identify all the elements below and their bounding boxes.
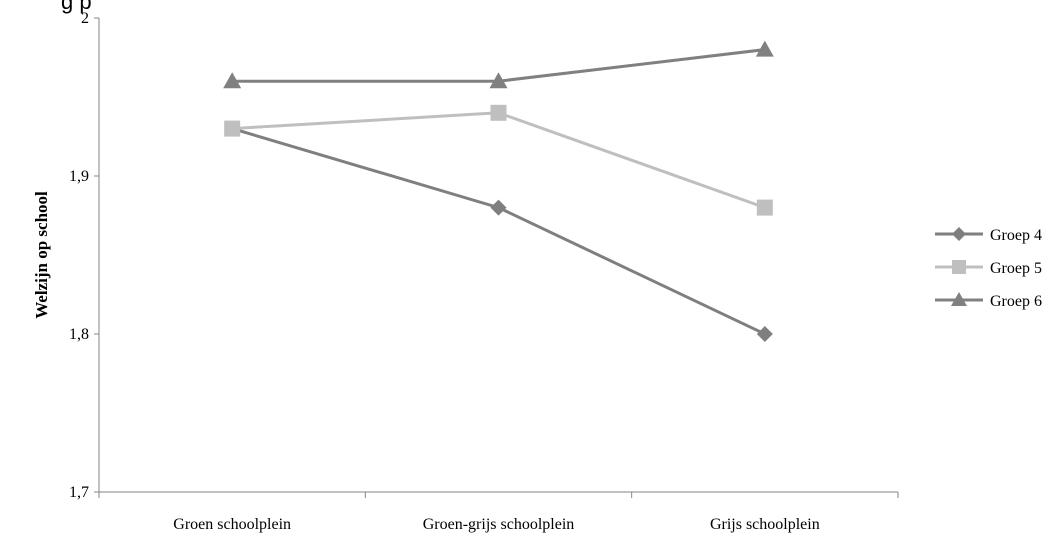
series-group [223,40,774,342]
y-axis-label: Welzijn op school [32,191,51,319]
header-fragment: g p [61,0,92,14]
data-point-groep-5 [756,199,773,216]
y-tick-label: 1,7 [69,484,89,501]
x-tick-label: Grijs schoolplein [710,516,820,533]
legend-marker-groep-4 [952,227,966,241]
series-groep-6 [223,40,774,89]
data-point-groep-5 [490,104,507,121]
legend-label-groep-5: Groep 5 [990,260,1042,277]
data-point-groep-5 [224,120,241,137]
x-tick-label: Groen-grijs schoolplein [423,516,575,533]
legend-marker-groep-6 [951,292,967,306]
series-groep-5 [224,104,773,216]
series-line-groep-5 [232,111,766,210]
legend-marker-groep-5 [952,260,966,274]
data-point-groep-6 [223,72,242,89]
series-groep-4 [224,120,773,342]
legend-label-groep-6: Groep 6 [990,293,1042,310]
x-ticks: Groen schoolplein Groen-grijs schoolplein… [98,492,899,533]
data-point-groep-4 [490,199,507,216]
series-line-groep-4 [231,127,766,336]
y-tick-label: 1,8 [69,326,89,343]
legend: Groep 4 Groep 5 Groep 6 [935,227,1042,310]
legend-label-groep-4: Groep 4 [990,227,1042,244]
y-ticks: 1,7 1,8 1,9 2 [69,10,99,501]
x-tick-label: Groen schoolplein [173,516,291,533]
y-tick-label: 2 [81,10,89,27]
data-point-groep-4 [756,326,773,342]
axes [98,18,898,493]
data-point-groep-6 [489,72,508,89]
data-point-groep-6 [755,40,774,57]
y-tick-label: 1,9 [69,168,89,185]
